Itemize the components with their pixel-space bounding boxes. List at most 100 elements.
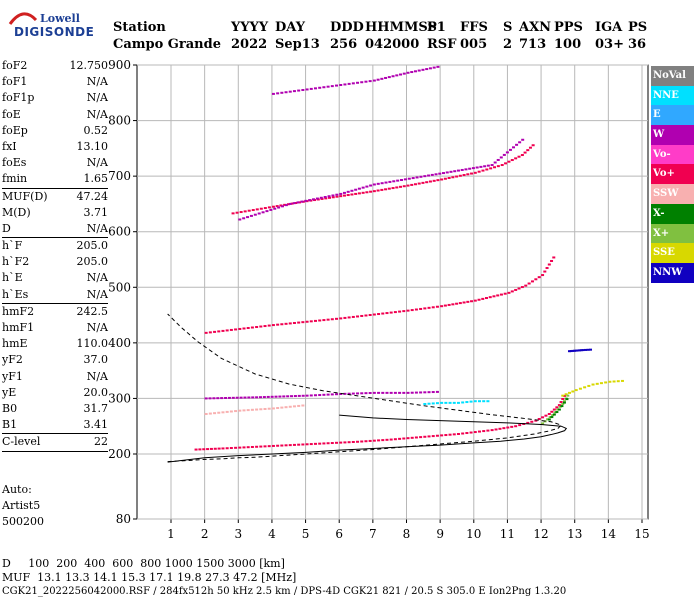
data-point	[284, 322, 288, 325]
data-point	[293, 395, 297, 398]
data-point	[384, 76, 388, 79]
legend-item: Vo+	[651, 164, 694, 185]
data-point	[276, 323, 280, 326]
data-point	[414, 391, 418, 394]
y-tick-label: 200	[108, 447, 131, 461]
data-point	[431, 402, 435, 405]
data-point	[267, 324, 271, 327]
data-point	[561, 397, 565, 400]
data-point	[534, 278, 538, 281]
x-tick-label: 15	[634, 527, 649, 541]
data-point	[330, 393, 334, 396]
header-label-10: IGA	[595, 20, 623, 35]
param-value: N/A	[86, 271, 108, 285]
param-name: hmF1	[2, 321, 35, 334]
param-value: 13.10	[76, 139, 109, 153]
data-point	[255, 396, 259, 399]
data-point	[198, 448, 202, 451]
data-point	[357, 192, 361, 195]
data-point	[414, 436, 418, 439]
x-tick-label: 3	[234, 527, 242, 541]
data-point	[225, 410, 229, 413]
header-value-10: 03+	[595, 37, 624, 52]
data-point	[477, 430, 481, 433]
data-point	[428, 67, 432, 70]
x-tick-label: 10	[466, 527, 481, 541]
y-tick-label: 80	[116, 512, 131, 526]
param-name: D	[2, 221, 11, 235]
data-point	[234, 328, 238, 331]
data-point	[465, 432, 469, 435]
data-point	[389, 438, 393, 441]
data-point	[541, 422, 545, 425]
data-point	[591, 383, 595, 386]
data-point	[440, 305, 444, 308]
data-point	[280, 406, 284, 409]
param-row: yF1 N/A	[2, 369, 108, 385]
data-point	[510, 425, 514, 428]
data-point	[461, 432, 465, 435]
param-row: foE N/A	[2, 107, 108, 123]
param-value: 242.5	[76, 304, 109, 318]
data-point	[318, 394, 322, 397]
data-point	[274, 395, 278, 398]
data-point	[559, 401, 563, 404]
header-label-0: Station	[113, 20, 166, 35]
data-point	[473, 171, 477, 174]
data-point	[356, 440, 360, 443]
data-point	[452, 433, 456, 436]
data-point	[339, 392, 343, 395]
data-point	[423, 307, 427, 310]
profile-extrapolation	[167, 313, 563, 463]
param-value: 0.52	[83, 123, 109, 137]
data-point	[392, 180, 396, 183]
data-point	[335, 393, 339, 396]
data-point	[402, 72, 406, 75]
data-point	[604, 381, 608, 384]
data-point	[270, 395, 274, 398]
data-point	[407, 177, 411, 180]
data-point	[271, 92, 275, 95]
data-point	[326, 393, 330, 396]
data-point	[235, 396, 239, 399]
data-point	[566, 394, 570, 397]
data-point	[496, 158, 500, 161]
data-point	[227, 396, 231, 399]
header-value-3: 256	[330, 37, 358, 52]
data-point	[447, 176, 451, 179]
data-point	[431, 391, 435, 394]
param-row: foEp 0.52	[2, 123, 108, 139]
y-tick-label: 300	[108, 391, 131, 405]
data-point	[482, 400, 486, 403]
legend-item: X+	[651, 223, 694, 244]
data-point	[523, 151, 527, 154]
header-value-7: 2	[503, 37, 513, 52]
param-row: MUF(D) 47.24	[2, 189, 108, 205]
data-point	[505, 151, 509, 154]
data-point	[581, 349, 585, 352]
param-value: N/A	[86, 221, 108, 235]
data-point	[583, 348, 587, 351]
param-row: C-level 22	[2, 434, 108, 450]
data-point	[477, 298, 481, 301]
param-separator	[2, 302, 108, 304]
data-point	[255, 445, 259, 448]
data-point	[269, 208, 273, 211]
header-label-4: HHMMSS	[365, 20, 437, 35]
data-point	[271, 444, 275, 447]
data-point	[360, 392, 364, 395]
data-point	[410, 436, 414, 439]
data-point	[465, 401, 469, 404]
x-tick-label: 11	[500, 527, 515, 541]
data-point	[242, 446, 246, 449]
data-point	[481, 169, 485, 172]
data-point	[508, 148, 512, 151]
data-point	[417, 182, 421, 185]
data-point	[380, 182, 384, 185]
x-tick-label: 2	[201, 527, 209, 541]
header-label-1: YYYY	[231, 20, 269, 35]
data-point	[432, 179, 436, 182]
data-point	[231, 396, 235, 399]
data-point	[259, 325, 263, 328]
header-label-9: PPS	[554, 20, 583, 35]
